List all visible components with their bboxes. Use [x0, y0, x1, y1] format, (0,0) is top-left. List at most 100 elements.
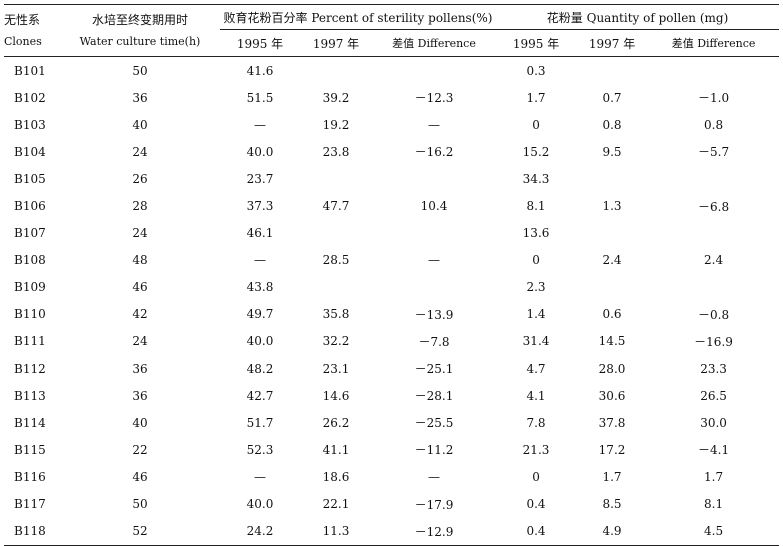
sterility-difference-cell: －17.9 — [414, 497, 454, 512]
sterility-difference-cell: －12.9 — [414, 524, 454, 539]
clone-cell: B118 — [14, 524, 46, 539]
table-row: B101 50 41.6 0.3 — [4, 57, 779, 85]
clone-cell: B109 — [14, 280, 46, 295]
quantity-1995-cell: 0 — [532, 469, 540, 484]
sterility-1997-cell — [300, 57, 372, 85]
quantity-difference-cell: －4.1 — [698, 443, 730, 458]
clone-cell: B108 — [14, 253, 46, 268]
quantity-1995-cell: 1.7 — [526, 90, 546, 105]
header-row-1: 无性系 Clones 水培至终变期用时 Water culture time(h… — [4, 4, 780, 48]
sterility-difference-cell: — — [428, 253, 441, 268]
time-header-zh: 水培至终变期用时 — [91, 12, 188, 27]
quantity-difference-cell: －16.9 — [694, 334, 733, 349]
sterility-difference-cell — [372, 274, 496, 301]
sterility-1997-cell: 23.1 — [322, 361, 350, 376]
sterility-difference-cell: －13.9 — [414, 307, 454, 322]
sterility-1997-cell — [300, 165, 372, 192]
quantity-1995-cell: 31.4 — [522, 334, 550, 349]
sterility-difference-cell: －7.8 — [418, 334, 450, 349]
sterility-1995-cell: 23.7 — [246, 171, 274, 186]
clone-cell: B111 — [14, 334, 46, 349]
quantity-1995-cell: 34.3 — [522, 171, 550, 186]
sterility-1995-cell: 43.8 — [246, 280, 274, 295]
sterility-1995-cell: — — [254, 117, 266, 132]
quantity-difference-cell: 4.5 — [704, 524, 724, 539]
sterility-1995-cell: 24.2 — [246, 524, 274, 539]
quantity-1995-cell: 1.4 — [526, 307, 546, 322]
quantity-1995-cell: 2.3 — [526, 280, 546, 295]
clones-header-zh: 无性系 — [4, 12, 41, 27]
sterility-1997-cell: 22.1 — [322, 497, 350, 512]
clone-cell: B115 — [14, 442, 46, 457]
time-header-en: Water culture time(h) — [79, 34, 201, 48]
table-row: B116 46 — 18.6 — 0 1.7 1.7 — [4, 463, 779, 490]
quantity-1995-header: 1995 年 — [512, 36, 560, 51]
sterility-1997-cell: 32.2 — [322, 334, 350, 349]
quantity-1997-cell: 0.6 — [602, 307, 622, 322]
quantity-difference-cell: －0.8 — [698, 307, 730, 322]
clone-cell: B103 — [14, 117, 46, 132]
sterility-1995-cell: — — [254, 253, 266, 268]
quantity-1997-cell: 14.5 — [598, 334, 626, 349]
table-body: B101 50 41.6 0.3 B102 36 51.5 39.2 －12.3 1.7 0.7 －1… — [4, 57, 779, 546]
quantity-1997-cell — [576, 274, 648, 301]
time-cell: 36 — [132, 90, 148, 105]
quantity-difference-cell: 26.5 — [700, 388, 727, 403]
time-cell: 22 — [132, 442, 148, 457]
quantity-1997-cell: 37.8 — [598, 415, 626, 430]
sterility-1995-cell: 48.2 — [246, 361, 274, 376]
time-cell: 40 — [132, 117, 148, 132]
time-cell: 24 — [132, 144, 148, 159]
sterility-difference-cell — [372, 165, 496, 192]
table-row: B107 24 46.1 13.6 — [4, 220, 779, 247]
sterility-1997-cell: 35.8 — [322, 307, 350, 322]
clones-header-en: Clones — [4, 34, 42, 48]
quantity-1995-cell: 7.8 — [526, 415, 546, 430]
sterility-difference-cell: －25.1 — [414, 362, 454, 377]
quantity-1995-cell: 4.1 — [526, 388, 546, 403]
clone-cell: B110 — [14, 307, 46, 322]
quantity-1995-cell: 0.4 — [526, 497, 546, 512]
time-cell: 24 — [132, 226, 148, 241]
quantity-1995-cell: 21.3 — [522, 442, 550, 457]
time-cell: 36 — [132, 361, 148, 376]
clone-cell: B114 — [14, 415, 46, 430]
sterility-1997-header: 1997 年 — [312, 36, 360, 51]
quantity-1997-cell: 8.5 — [602, 497, 622, 512]
clone-cell: B102 — [14, 90, 46, 105]
quantity-1997-header: 1997 年 — [588, 36, 636, 51]
table-row: B103 40 — 19.2 — 0 0.8 0.8 — [4, 111, 779, 138]
table-row: B114 40 51.7 26.2 －25.5 7.8 37.8 30.0 — [4, 409, 779, 436]
sterility-1995-cell: 40.0 — [246, 497, 274, 512]
sterility-1995-cell: 49.7 — [246, 307, 274, 322]
time-cell: 48 — [132, 253, 148, 268]
sterility-1997-cell: 19.2 — [322, 117, 350, 132]
quantity-1997-cell: 0.7 — [602, 90, 622, 105]
quantity-difference-cell: 8.1 — [704, 497, 724, 512]
sterility-1997-cell — [300, 220, 372, 247]
quantity-1995-cell: 13.6 — [522, 226, 550, 241]
time-cell: 46 — [132, 469, 148, 484]
quantity-1997-cell: 17.2 — [598, 442, 626, 457]
sterility-1995-cell: 52.3 — [246, 442, 274, 457]
time-cell: 24 — [132, 334, 148, 349]
quantity-1995-cell: 0.4 — [526, 524, 546, 539]
clone-cell: B101 — [14, 63, 46, 78]
quantity-difference-cell — [648, 220, 779, 247]
sterility-difference-header: 差值 Difference — [392, 37, 476, 50]
time-cell: 26 — [132, 171, 148, 186]
sterility-difference-cell: －16.2 — [414, 145, 454, 160]
clones-header: 无性系 Clones — [4, 5, 60, 57]
sterility-1997-cell — [300, 274, 372, 301]
quantity-1997-cell: 0.8 — [602, 117, 622, 132]
sterility-1997-cell: 18.6 — [322, 469, 350, 484]
sterility-1997-cell: 14.6 — [322, 388, 350, 403]
quantity-difference-cell — [648, 57, 779, 85]
quantity-1997-cell: 1.3 — [602, 199, 622, 214]
sterility-1995-cell: — — [254, 469, 266, 484]
table-row: B113 36 42.7 14.6 －28.1 4.1 30.6 26.5 — [4, 382, 779, 409]
time-cell: 36 — [132, 388, 148, 403]
sterility-1995-cell: 42.7 — [246, 388, 274, 403]
clone-cell: B113 — [14, 388, 46, 403]
table-row: B111 24 40.0 32.2 －7.8 31.4 14.5 －16.9 — [4, 328, 779, 355]
